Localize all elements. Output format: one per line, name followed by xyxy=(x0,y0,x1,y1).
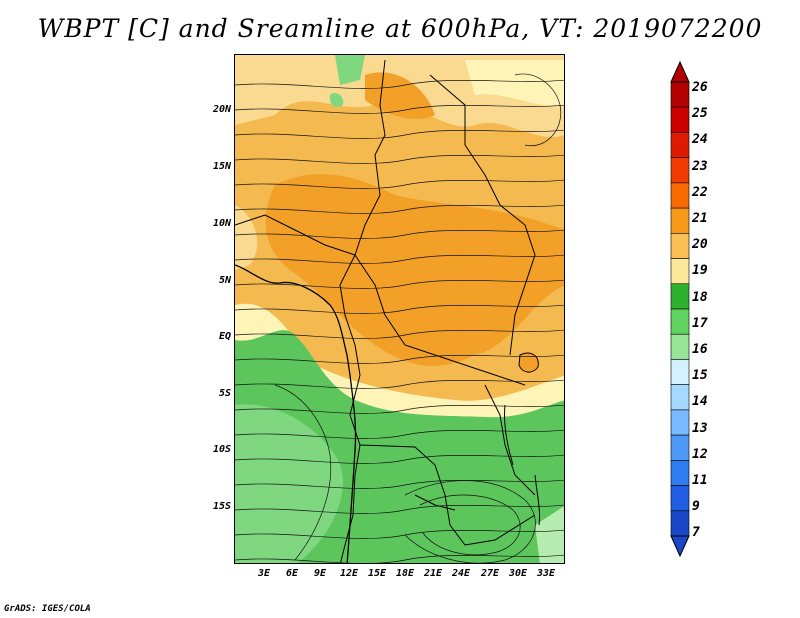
lon-label: 6E xyxy=(285,568,299,579)
colorbar-segment xyxy=(670,510,690,537)
colorbar-label: 15 xyxy=(692,368,708,384)
lon-label: 24E xyxy=(451,568,471,579)
colorbar-label: 20 xyxy=(692,237,708,253)
lake-victoria xyxy=(518,352,539,373)
field-green-north-spot xyxy=(329,93,344,107)
lon-label: 33E xyxy=(536,568,556,579)
colorbar-segment xyxy=(670,106,690,133)
colorbar-bottom-arrow xyxy=(670,535,690,558)
colorbar-label: 12 xyxy=(692,446,708,462)
lat-label: 5N xyxy=(218,275,231,286)
field-dark-core xyxy=(265,174,564,366)
map-panel xyxy=(234,54,565,564)
colorbar-segment xyxy=(670,157,690,184)
footer-credit: GrADS: IGES/COLA xyxy=(4,604,91,614)
colorbar xyxy=(670,60,690,558)
colorbar-top-arrow xyxy=(670,60,690,83)
colorbar-segment xyxy=(670,283,690,310)
lat-label: 15S xyxy=(212,501,231,512)
colorbar-label: 9 xyxy=(692,499,700,515)
colorbar-label: 24 xyxy=(692,132,708,148)
colorbar-segment xyxy=(670,333,690,360)
colorbar-segment xyxy=(670,207,690,234)
lon-label: 12E xyxy=(339,568,359,579)
field-cool-lighter xyxy=(235,404,343,563)
colorbar-segment xyxy=(670,308,690,335)
colorbar-segment xyxy=(670,409,690,436)
colorbar-label: 13 xyxy=(692,420,708,436)
colorbar-segment xyxy=(670,81,690,108)
lon-label: 18E xyxy=(395,568,415,579)
lon-label: 21E xyxy=(423,568,443,579)
lake-tanganyika xyxy=(504,404,514,466)
colorbar-segment xyxy=(670,132,690,158)
colorbar-label: 25 xyxy=(692,106,708,122)
colorbar-label: 17 xyxy=(692,315,708,331)
colorbar-segment xyxy=(670,233,690,259)
colorbar-segment xyxy=(670,434,690,461)
colorbar-segment xyxy=(670,258,690,285)
lon-label: 27E xyxy=(480,568,500,579)
field-light-northeast xyxy=(465,60,564,106)
colorbar-label: 23 xyxy=(692,158,708,174)
lat-label: 15N xyxy=(212,161,231,172)
lat-label: EQ xyxy=(218,331,231,342)
colorbar-label: 16 xyxy=(692,342,708,357)
map-title: WBPT [C] and Sreamline at 600hPa, VT: 20… xyxy=(37,14,763,43)
lon-label: 30E xyxy=(508,568,528,579)
lon-label: 3E xyxy=(257,568,271,579)
country-borders xyxy=(235,59,536,563)
colorbar-label: 22 xyxy=(692,184,708,200)
field-light-west xyxy=(235,205,258,270)
lake-malawi xyxy=(534,474,540,526)
field-green-north xyxy=(335,55,365,85)
lat-label: 20N xyxy=(212,104,231,115)
colorbar-label: 7 xyxy=(692,525,700,541)
wbpt-field xyxy=(235,55,564,563)
colorbar-segment xyxy=(670,384,690,411)
colorbar-segment xyxy=(670,182,690,209)
field-cool-east-light xyxy=(535,506,564,563)
colorbar-label: 14 xyxy=(692,394,708,410)
coastline xyxy=(235,264,357,563)
colorbar-segment xyxy=(670,359,690,385)
colorbar-label: 18 xyxy=(692,289,708,305)
lat-label: 5S xyxy=(218,388,231,399)
lat-label: 10S xyxy=(212,444,231,455)
colorbar-label: 26 xyxy=(692,80,708,95)
lon-label: 15E xyxy=(367,568,387,579)
lon-label: 9E xyxy=(313,568,327,579)
colorbar-segment xyxy=(670,460,690,486)
colorbar-label: 11 xyxy=(692,473,708,488)
colorbar-segment xyxy=(670,485,690,512)
colorbar-label: 19 xyxy=(692,263,708,279)
streamlines xyxy=(235,73,564,563)
colorbar-label: 21 xyxy=(692,211,708,226)
lat-label: 10N xyxy=(212,218,231,229)
